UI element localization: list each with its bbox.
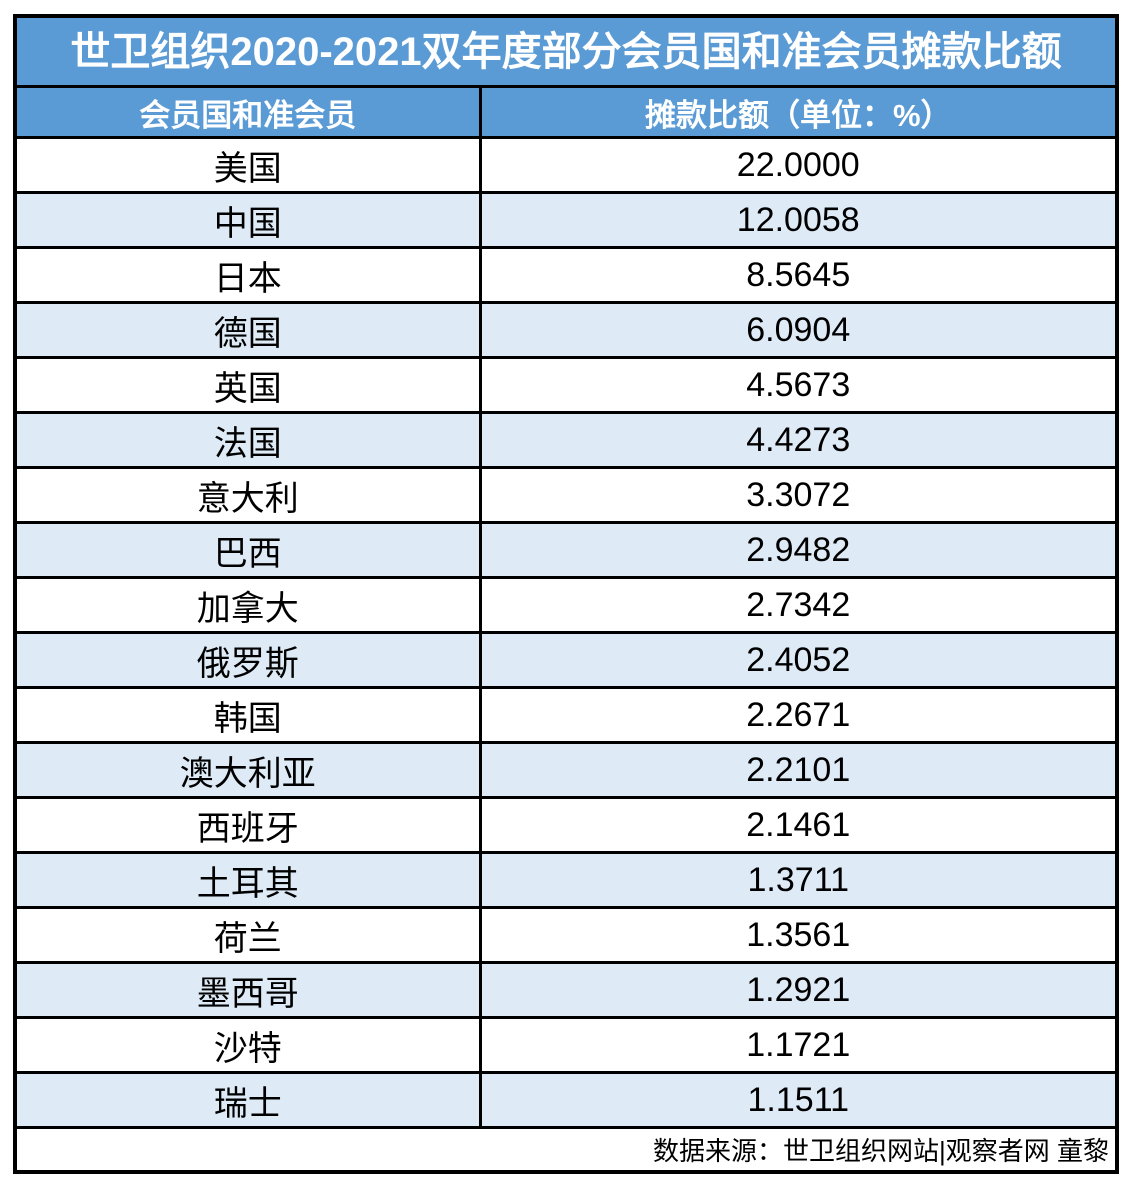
share-cell: 4.4273 <box>478 411 1119 469</box>
share-cell: 8.5645 <box>478 246 1119 304</box>
table-row: 荷兰 1.3561 <box>13 906 1119 964</box>
share-cell: 2.2671 <box>478 686 1119 744</box>
member-cell: 西班牙 <box>13 796 482 854</box>
table-row: 加拿大 2.7342 <box>13 576 1119 634</box>
data-source: 数据来源：世卫组织网站|观察者网 童黎 <box>13 1126 1119 1174</box>
member-cell: 英国 <box>13 356 482 414</box>
table-row: 日本 8.5645 <box>13 246 1119 304</box>
table-row: 墨西哥 1.2921 <box>13 961 1119 1019</box>
title-row: 世卫组织2020-2021双年度部分会员国和准会员摊款比额 <box>13 14 1119 88</box>
table-title: 世卫组织2020-2021双年度部分会员国和准会员摊款比额 <box>13 14 1119 88</box>
table-row: 西班牙 2.1461 <box>13 796 1119 854</box>
table-row: 意大利 3.3072 <box>13 466 1119 524</box>
member-cell: 法国 <box>13 411 482 469</box>
member-cell: 德国 <box>13 301 482 359</box>
table-row: 巴西 2.9482 <box>13 521 1119 579</box>
share-cell: 4.5673 <box>478 356 1119 414</box>
table-row: 韩国 2.2671 <box>13 686 1119 744</box>
member-cell: 意大利 <box>13 466 482 524</box>
table-row: 俄罗斯 2.4052 <box>13 631 1119 689</box>
share-cell: 1.3561 <box>478 906 1119 964</box>
contribution-table: 世卫组织2020-2021双年度部分会员国和准会员摊款比额 会员国和准会员 摊款… <box>13 14 1120 1174</box>
share-cell: 1.1511 <box>478 1071 1119 1129</box>
share-cell: 1.2921 <box>478 961 1119 1019</box>
table-row: 法国 4.4273 <box>13 411 1119 469</box>
share-cell: 3.3072 <box>478 466 1119 524</box>
member-cell: 韩国 <box>13 686 482 744</box>
member-cell: 美国 <box>13 136 482 194</box>
table-row: 土耳其 1.3711 <box>13 851 1119 909</box>
member-cell: 瑞士 <box>13 1071 482 1129</box>
share-cell: 1.3711 <box>478 851 1119 909</box>
share-cell: 2.9482 <box>478 521 1119 579</box>
member-cell: 墨西哥 <box>13 961 482 1019</box>
table-body: 美国 22.0000 中国 12.0058 日本 8.5645 德国 6.090… <box>13 136 1119 1129</box>
share-cell: 6.0904 <box>478 301 1119 359</box>
member-cell: 日本 <box>13 246 482 304</box>
table-row: 美国 22.0000 <box>13 136 1119 194</box>
member-cell: 中国 <box>13 191 482 249</box>
table-row: 瑞士 1.1511 <box>13 1071 1119 1129</box>
share-cell: 2.4052 <box>478 631 1119 689</box>
member-cell: 土耳其 <box>13 851 482 909</box>
share-cell: 12.0058 <box>478 191 1119 249</box>
member-cell: 俄罗斯 <box>13 631 482 689</box>
member-cell: 巴西 <box>13 521 482 579</box>
column-header-share: 摊款比额（单位：%） <box>478 85 1119 139</box>
member-cell: 澳大利亚 <box>13 741 482 799</box>
share-cell: 2.2101 <box>478 741 1119 799</box>
header-row: 会员国和准会员 摊款比额（单位：%） <box>13 85 1119 139</box>
share-cell: 2.7342 <box>478 576 1119 634</box>
table-row: 英国 4.5673 <box>13 356 1119 414</box>
column-header-member: 会员国和准会员 <box>13 85 482 139</box>
table-row: 中国 12.0058 <box>13 191 1119 249</box>
member-cell: 荷兰 <box>13 906 482 964</box>
share-cell: 22.0000 <box>478 136 1119 194</box>
share-cell: 1.1721 <box>478 1016 1119 1074</box>
member-cell: 沙特 <box>13 1016 482 1074</box>
table-row: 沙特 1.1721 <box>13 1016 1119 1074</box>
share-cell: 2.1461 <box>478 796 1119 854</box>
member-cell: 加拿大 <box>13 576 482 634</box>
table-row: 德国 6.0904 <box>13 301 1119 359</box>
footer-row: 数据来源：世卫组织网站|观察者网 童黎 <box>13 1126 1119 1174</box>
table-row: 澳大利亚 2.2101 <box>13 741 1119 799</box>
